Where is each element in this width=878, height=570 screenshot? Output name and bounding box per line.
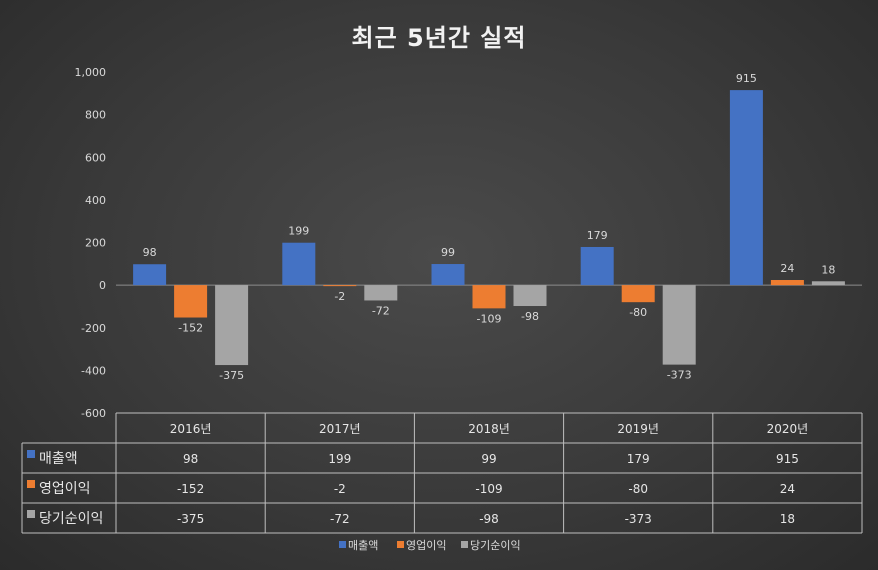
data-label: 915 bbox=[736, 72, 757, 85]
legend: 매출액 영업이익 당기순이익 bbox=[339, 539, 521, 552]
bar bbox=[174, 285, 208, 318]
data-label: -98 bbox=[521, 310, 539, 323]
row-series-name: 매출액 bbox=[39, 451, 78, 467]
bar bbox=[662, 285, 696, 365]
category-label: 2019년 bbox=[617, 422, 659, 436]
category-label: 2016년 bbox=[170, 422, 212, 436]
data-label: 199 bbox=[288, 225, 309, 238]
table-cell: 24 bbox=[780, 482, 795, 496]
data-label: 99 bbox=[441, 246, 455, 259]
legend-key bbox=[461, 541, 468, 548]
row-series-name: 영업이익 bbox=[39, 481, 91, 497]
table-cell: 915 bbox=[776, 452, 799, 466]
data-label: -109 bbox=[477, 312, 502, 325]
y-tick-label: -600 bbox=[81, 407, 106, 420]
table-cell: -152 bbox=[177, 482, 204, 496]
y-tick-label: 0 bbox=[99, 279, 106, 292]
row-legend-key bbox=[27, 480, 35, 488]
y-tick-label: -200 bbox=[81, 322, 106, 335]
bar bbox=[811, 281, 845, 286]
bar bbox=[282, 242, 316, 286]
y-tick-label: 400 bbox=[85, 194, 106, 207]
legend-key bbox=[339, 541, 346, 548]
data-label: 98 bbox=[143, 246, 157, 259]
bar bbox=[621, 285, 655, 303]
data-label: -152 bbox=[178, 322, 203, 335]
legend-label: 매출액 bbox=[348, 539, 378, 552]
data-label: 24 bbox=[780, 262, 794, 275]
table-cell: -375 bbox=[177, 512, 204, 526]
table-cell: -80 bbox=[628, 482, 648, 496]
table-cell: -98 bbox=[479, 512, 499, 526]
data-label: 179 bbox=[587, 229, 608, 242]
table-cell: 98 bbox=[183, 452, 198, 466]
y-tick-label: 200 bbox=[85, 237, 106, 250]
data-label: -72 bbox=[372, 304, 390, 317]
bars bbox=[133, 90, 845, 366]
table-cell: -72 bbox=[330, 512, 350, 526]
data-label: -2 bbox=[334, 290, 345, 303]
bar bbox=[323, 285, 357, 287]
data-label: -373 bbox=[667, 369, 692, 382]
y-tick-label: 1,000 bbox=[75, 66, 107, 79]
table-cell: 99 bbox=[481, 452, 496, 466]
table-cell: -109 bbox=[475, 482, 502, 496]
data-labels: 98 -152 -375 199 -2 -72 99 -109 -98 179 -80 -373 915… bbox=[143, 72, 836, 382]
y-tick-label: 800 bbox=[85, 109, 106, 122]
row-series-name: 당기순이익 bbox=[39, 511, 103, 527]
legend-label: 영업이익 bbox=[406, 539, 446, 552]
category-label: 2020년 bbox=[767, 422, 809, 436]
data-label: -80 bbox=[629, 306, 647, 319]
bar bbox=[472, 285, 506, 309]
bar bbox=[729, 90, 763, 286]
chart-title: 최근 5년간 실적 bbox=[351, 24, 527, 52]
bar bbox=[215, 285, 249, 366]
legend-key bbox=[397, 541, 404, 548]
category-label: 2017년 bbox=[319, 422, 361, 436]
table-cell: -373 bbox=[625, 512, 652, 526]
table-cell: 199 bbox=[328, 452, 351, 466]
data-label: 18 bbox=[821, 263, 835, 276]
bar bbox=[364, 285, 398, 301]
bar bbox=[513, 285, 547, 307]
bar bbox=[580, 246, 614, 286]
table-cell: -2 bbox=[334, 482, 346, 496]
row-legend-key bbox=[27, 450, 35, 458]
bar bbox=[770, 280, 804, 286]
data-label: -375 bbox=[219, 369, 244, 382]
legend-label: 당기순이익 bbox=[470, 539, 521, 552]
bar bbox=[431, 264, 465, 286]
table-cell: 179 bbox=[627, 452, 650, 466]
y-tick-label: 600 bbox=[85, 151, 106, 164]
row-legend-key bbox=[27, 510, 35, 518]
table-cell: 18 bbox=[780, 512, 795, 526]
bar bbox=[133, 264, 167, 286]
y-tick-label: -400 bbox=[81, 364, 106, 377]
category-label: 2018년 bbox=[468, 422, 510, 436]
